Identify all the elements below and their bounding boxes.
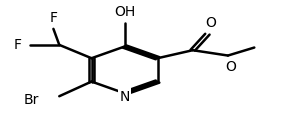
Text: OH: OH [114,5,135,18]
Text: O: O [205,16,216,30]
Text: O: O [226,60,236,74]
Text: Br: Br [23,93,39,107]
Text: N: N [119,90,130,104]
Text: F: F [13,38,21,52]
Text: F: F [49,11,57,25]
